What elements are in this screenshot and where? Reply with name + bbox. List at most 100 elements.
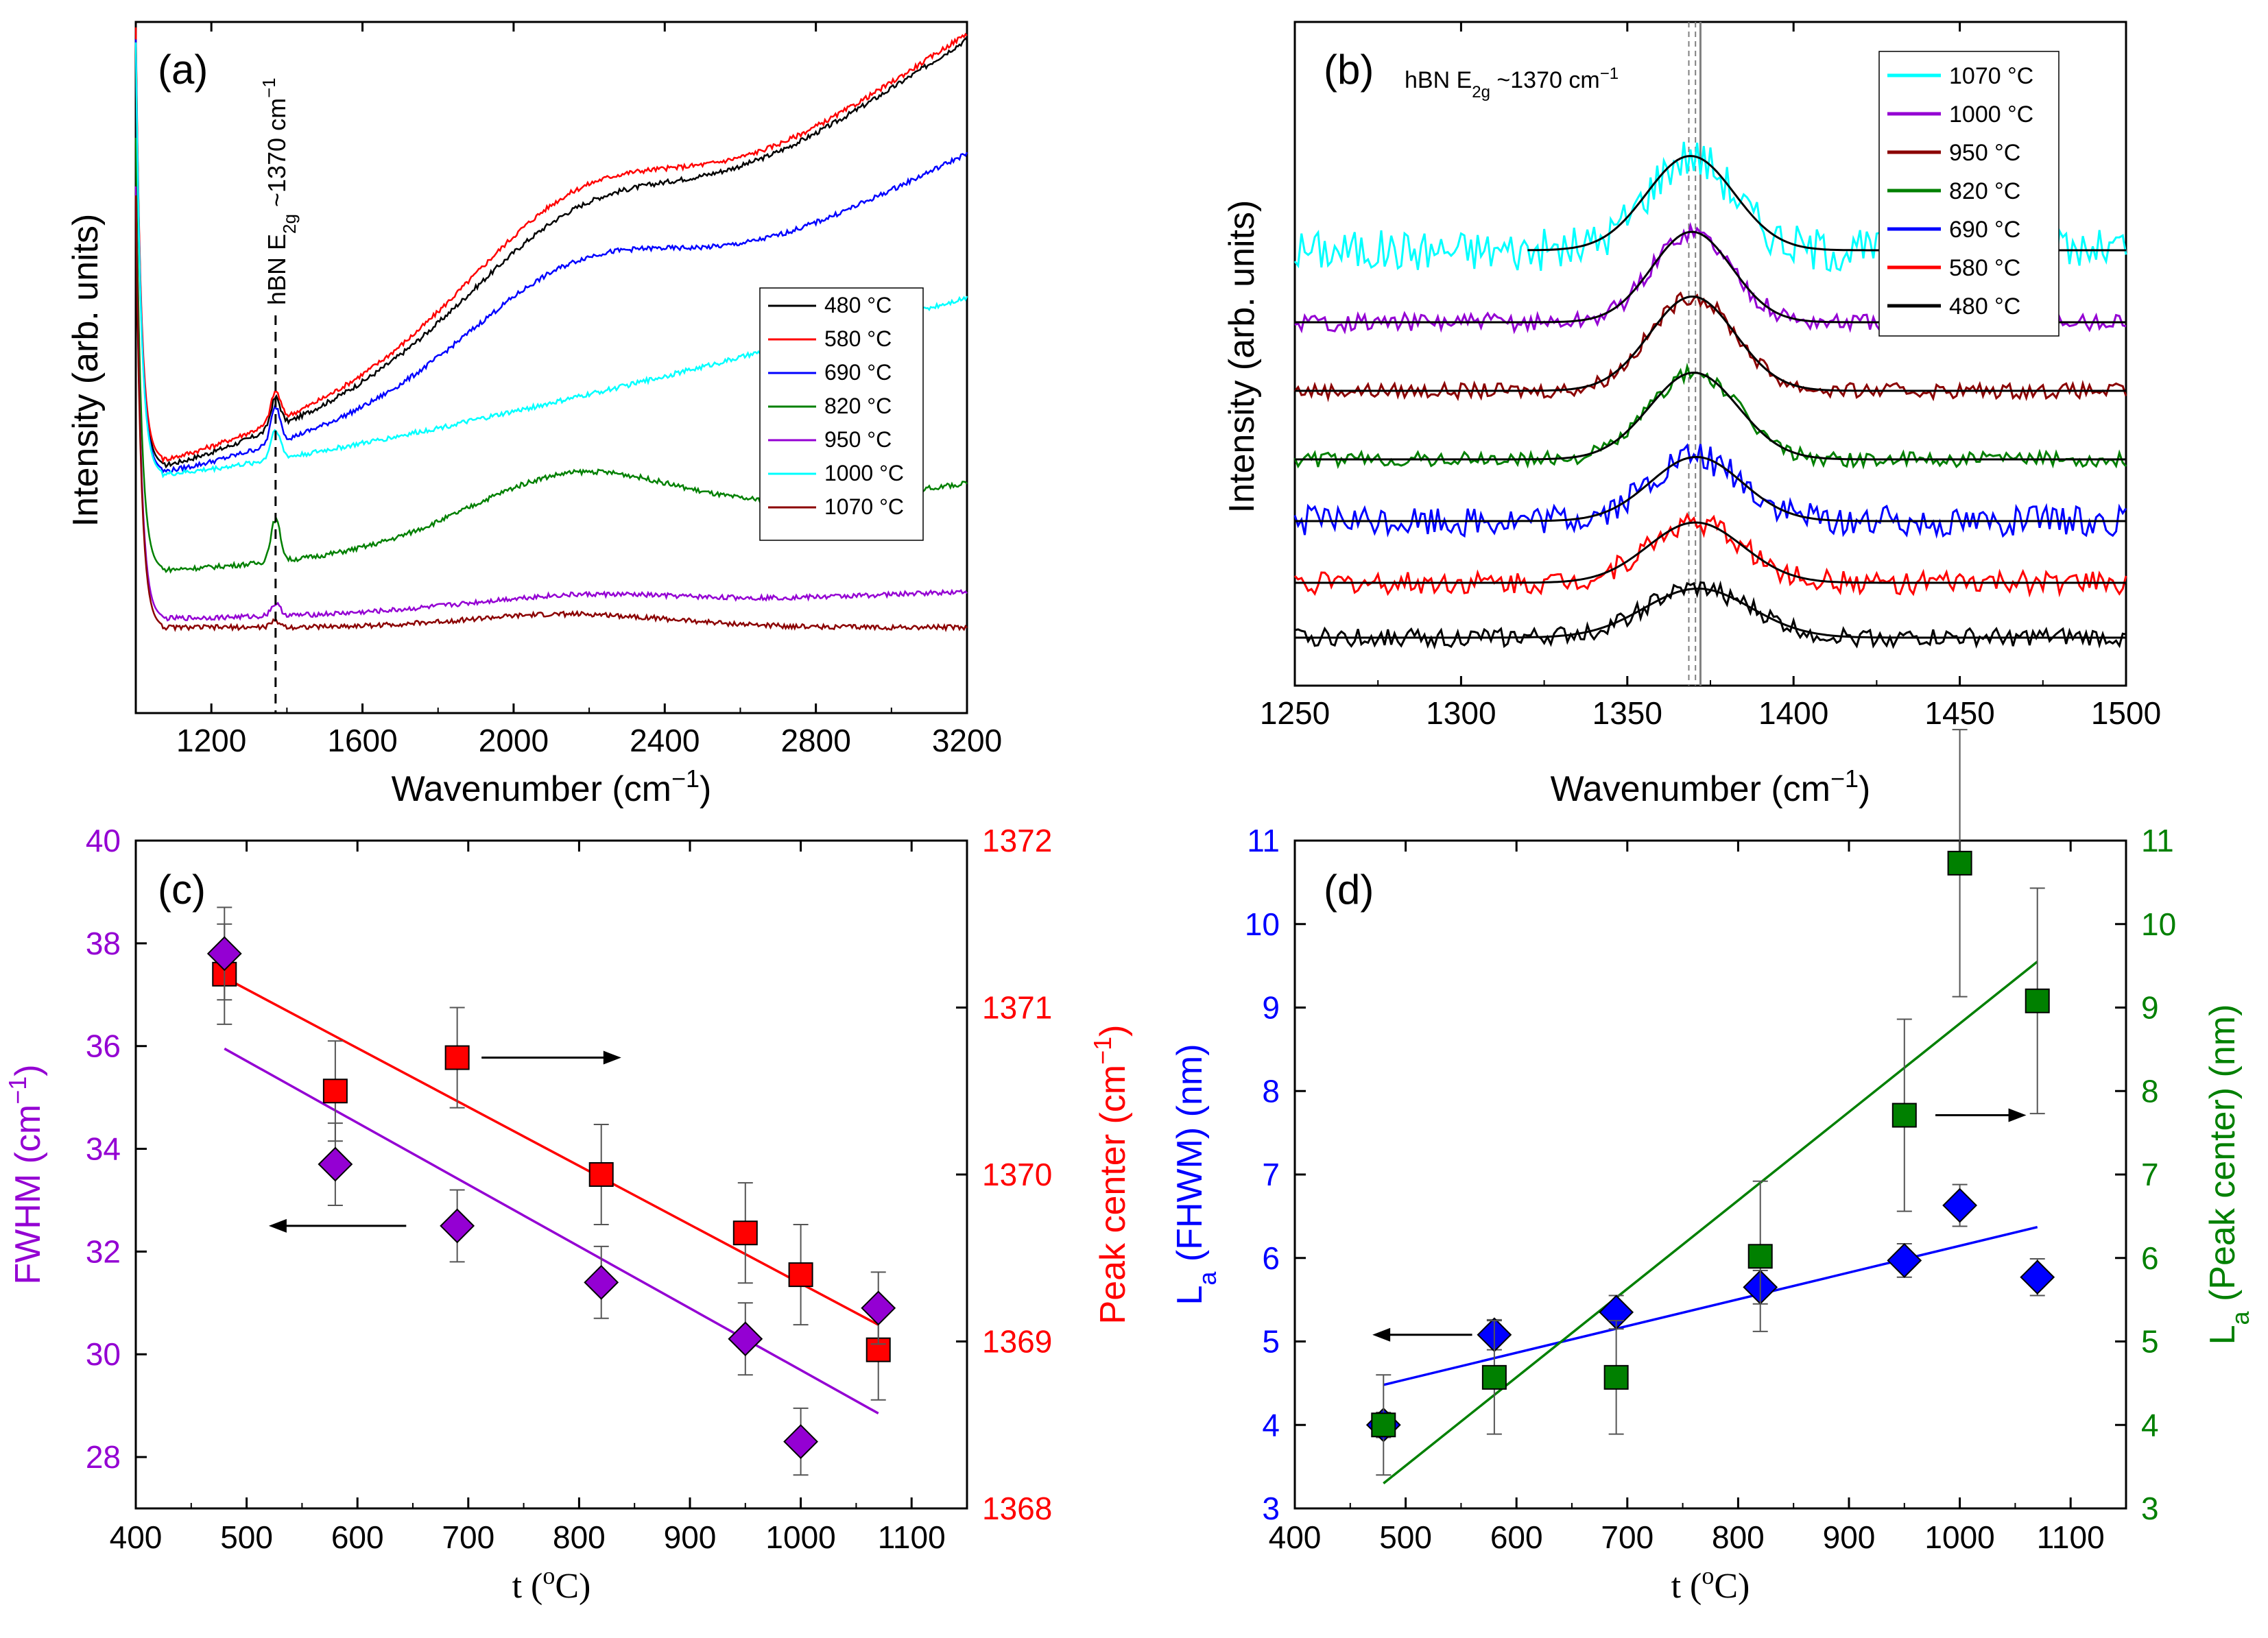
y-tick-label-right: 4 [2141,1407,2159,1443]
annotation-text: hBN E [1405,67,1472,93]
legend-label: 1070 °C [1949,63,2033,89]
axis-indicator-arrowhead [603,1050,621,1065]
panel-c-frame [134,839,968,1510]
y-tick-label-right: 8 [2141,1073,2159,1109]
y-axis-title-right: La (Peak center) (nm) [2203,1004,2254,1345]
y-axis-title-text: FWHM (cm [8,1105,48,1285]
y-axis-title-superscript: −1 [1088,1037,1117,1065]
data-point-square [2025,988,2050,1013]
x-axis-title-text: t ( [1671,1567,1702,1606]
x-axis-title: t (oC) [1671,1562,1750,1606]
y-axis-title-right: Peak center (cm−1) [1088,1025,1134,1325]
legend-box [759,287,924,541]
legend-label: 950 °C [1949,140,2020,166]
y-axis-title-text: Intensity (arb. units) [66,214,106,527]
x-axis-title-superscript: −1 [671,764,700,793]
panel-label-d: (d) [1324,867,1374,913]
panel-a-series-line [134,33,968,469]
y-axis-title-superscript: −1 [3,1076,32,1105]
axis-indicator-arrowhead [268,1218,287,1233]
y-tick-label-left: 7 [1262,1157,1280,1192]
legend-label: 820 °C [1949,178,2020,204]
legend-label: 690 °C [1949,217,2020,243]
legend-label: 580 °C [824,326,892,351]
y-tick-label-left: 32 [86,1233,121,1269]
data-point-square [732,1220,758,1246]
y-tick-label-right: 1371 [982,990,1052,1026]
y-tick-label-right: 7 [2141,1157,2159,1192]
y-axis-title-left: FWHM (cm−1) [3,1064,49,1284]
panel-a-series-line [134,186,968,622]
x-tick-label: 1250 [1260,695,1330,731]
axis-indicator-arrowhead [2008,1108,2027,1122]
x-tick-label: 1100 [878,1519,946,1555]
y-tick-label-right: 3 [2141,1491,2159,1526]
y-tick-label-left: 11 [1247,823,1280,858]
y-tick-label-left: 5 [1262,1324,1280,1360]
y-axis-title-text: ) [1093,1025,1133,1037]
y-tick-label-right: 1368 [982,1491,1052,1526]
panel-b: 1070 °C 1000 °C 950 °C 820 °C 690 °C 580 °C 48… [1222,21,2161,810]
panel-a-frame [134,21,968,714]
y-tick-label-left: 10 [1245,906,1280,942]
y-tick-label-right: 6 [2141,1240,2159,1276]
data-point-square [1371,1412,1396,1438]
annotation-text: hBN E [263,234,291,305]
x-tick-label: 2000 [479,723,549,758]
y-tick-label-left: 8 [1262,1073,1280,1109]
y-axis-title-text: (Peak center) (nm) [2203,1004,2243,1312]
x-tick-label: 1600 [327,723,397,758]
data-point-square [1603,1364,1629,1390]
x-tick-label: 600 [1490,1519,1543,1555]
data-point-diamond [440,1208,475,1244]
x-axis-title-text: Wavenumber (cm [392,769,671,809]
legend-label: 1070 °C [824,494,904,519]
x-axis-title-text: Wavenumber (cm [1551,769,1830,809]
legend-label: 1000 °C [1949,101,2033,128]
panel-a-series-line [134,27,968,464]
x-axis-title-text: ) [1859,769,1870,809]
panel-b-annotation: hBN E2g ~1370 cm−1 [1405,64,1619,101]
annotation-text: ~1370 cm [263,98,291,214]
y-tick-label-right: 1369 [982,1324,1052,1360]
panel-d: 400 500 600 700 800 900 1000 1100 3 4 5 6 7 8 9 10 11 3 4 5… [1170,729,2254,1606]
legend-label: 480 °C [824,293,892,317]
x-axis-title: Wavenumber (cm−1) [1551,764,1871,810]
data-point-square [1947,850,1972,876]
panel-b-fit-line [1295,587,2126,639]
x-tick-label: 700 [1601,1519,1654,1555]
y-axis-title: Intensity (arb. units) [66,214,106,527]
annotation-subscript: 2g [279,214,300,234]
y-axis-title-text: (FHWM) (nm) [1170,1044,1210,1271]
y-tick-label-left: 9 [1262,990,1280,1026]
x-tick-label: 1200 [176,723,246,758]
panel-a-series-line [134,39,968,474]
x-tick-label: 1350 [1592,695,1662,731]
panel-b-fit-line [1295,455,2126,522]
panel-b-spectrum-line [1293,443,2127,539]
data-point-diamond [1942,1188,1978,1223]
annotation-superscript: −1 [1600,64,1619,83]
y-tick-label-left: 38 [86,926,121,961]
x-axis-title-text: t ( [512,1567,543,1606]
x-axis-title-superscript: o [1702,1562,1714,1589]
data-point-square [588,1162,614,1187]
x-tick-label: 1000 [1924,1519,1994,1555]
panel-b-legend: 1070 °C 1000 °C 950 °C 820 °C 690 °C 580 °C 48… [1878,51,2060,337]
y-tick-label-left: 3 [1262,1491,1280,1526]
y-axis-title-text: Peak center (cm [1093,1065,1133,1325]
y-axis-title: Intensity (arb. units) [1222,200,1262,514]
x-tick-label: 900 [664,1519,717,1555]
x-axis-title-text: ) [700,769,711,809]
x-tick-label: 500 [1379,1519,1432,1555]
fit-line [1383,961,2038,1484]
panel-label-a: (a) [158,47,208,93]
x-tick-label: 1450 [1924,695,1994,731]
data-point-diamond [318,1146,353,1182]
data-point-square [322,1079,348,1104]
x-tick-label: 800 [553,1519,606,1555]
x-tick-label: 1400 [1758,695,1828,731]
fit-line [1383,1226,2038,1386]
x-axis-title: t (oC) [512,1562,591,1606]
